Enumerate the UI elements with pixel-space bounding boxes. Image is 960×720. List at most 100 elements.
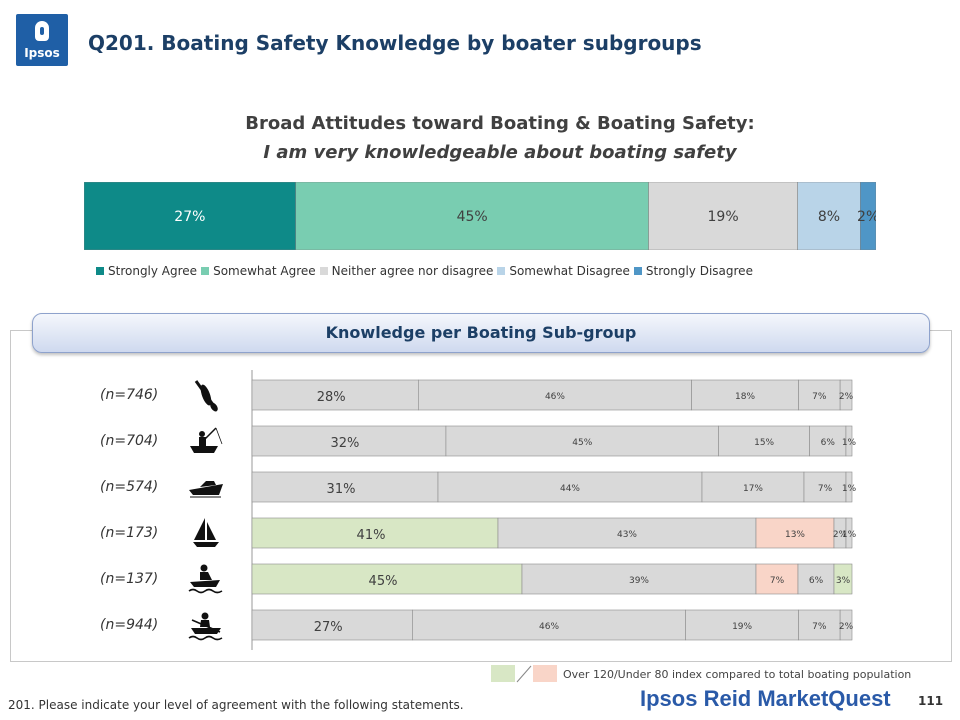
subgroup-n-label: (n=746) bbox=[100, 387, 159, 403]
bar-segment-5-strongly-agree bbox=[251, 563, 523, 595]
top-bar-somewhat-disagree bbox=[797, 182, 861, 250]
ipsos-logo-mark-icon bbox=[35, 21, 49, 41]
top-bar-label-strongly-disagree: 2% bbox=[857, 209, 876, 225]
bar-label-6-strongly-agree: 27% bbox=[314, 620, 343, 635]
bar-segment-5-somewhat-disagree bbox=[797, 563, 835, 595]
subgroup-n-label: (n=574) bbox=[100, 479, 159, 495]
top-bar-strongly-disagree bbox=[860, 182, 876, 250]
legend-item-somewhat-disagree: Somewhat Disagree bbox=[497, 264, 630, 278]
fishing-boat-icon bbox=[190, 427, 223, 453]
bar-segment-1-somewhat-disagree bbox=[798, 379, 841, 411]
top-bar-somewhat-agree bbox=[295, 182, 649, 250]
bar-label-5-strongly-agree: 45% bbox=[369, 574, 398, 589]
legend-label-strongly-disagree: Strongly Disagree bbox=[645, 264, 753, 278]
bar-segment-1-strongly-agree bbox=[251, 379, 419, 411]
paddle-icon bbox=[194, 380, 218, 412]
rowboat-icon bbox=[188, 612, 223, 641]
bar-label-1-somewhat-disagree: 7% bbox=[812, 392, 827, 402]
bar-label-5-somewhat-disagree: 6% bbox=[809, 576, 824, 586]
bar-segment-4-strongly-disagree bbox=[845, 517, 853, 549]
bar-label-6-somewhat-disagree: 7% bbox=[812, 622, 827, 632]
bar-label-5-strongly-disagree: 3% bbox=[836, 576, 851, 586]
legend-swatch-neither-agree-nor-disagree bbox=[319, 267, 328, 275]
footnote: 201. Please indicate your level of agree… bbox=[8, 698, 464, 712]
bar-label-2-somewhat-disagree: 6% bbox=[821, 438, 836, 448]
top-chart-subtitle: I am very knowledgeable about boating sa… bbox=[263, 142, 737, 163]
bar-segment-4-somewhat-agree bbox=[497, 517, 757, 549]
bar-label-3-somewhat-agree: 44% bbox=[560, 484, 580, 494]
bar-segment-2-somewhat-agree bbox=[445, 425, 719, 457]
legend-item-neither-agree-nor-disagree: Neither agree nor disagree bbox=[319, 264, 494, 278]
bar-segment-6-strongly-agree bbox=[251, 609, 413, 641]
legend-swatch-strongly-disagree bbox=[633, 267, 642, 275]
bar-label-4-somewhat-disagree: 2% bbox=[833, 530, 848, 540]
index-legend-divider-icon bbox=[516, 665, 532, 683]
bar-segment-2-strongly-disagree bbox=[845, 425, 853, 457]
bar-segment-6-neither-agree-nor-disagree bbox=[685, 609, 799, 641]
index-over-swatch bbox=[491, 665, 515, 682]
index-under-swatch bbox=[533, 665, 557, 682]
bar-label-5-somewhat-agree: 39% bbox=[629, 576, 649, 586]
brand-logo-text: Ipsos Reid MarketQuest bbox=[640, 686, 891, 711]
motorboat-icon bbox=[189, 481, 223, 498]
bar-label-6-somewhat-agree: 46% bbox=[539, 622, 559, 632]
bar-label-2-strongly-disagree: 1% bbox=[842, 438, 857, 448]
top-bar-label-neither-agree-nor-disagree: 19% bbox=[708, 209, 739, 225]
subgroup-n-label: (n=704) bbox=[100, 433, 159, 449]
legend-label-somewhat-disagree: Somewhat Disagree bbox=[509, 264, 630, 278]
legend-swatch-somewhat-agree bbox=[201, 267, 210, 275]
bar-label-4-strongly-agree: 41% bbox=[357, 528, 386, 543]
subgroup-stacked-bar-chart: 28% 46% 18% 7% 2% 32% 45% 15% 6% 1% 31% 44% 17% 7% 1% 4… bbox=[251, 370, 857, 650]
top-bar-label-somewhat-agree: 45% bbox=[457, 209, 488, 225]
top-stacked-bar-chart: 27% 45% 19% 8% 2% bbox=[84, 182, 876, 250]
bar-label-2-neither-agree-nor-disagree: 15% bbox=[754, 438, 774, 448]
bar-label-2-strongly-agree: 32% bbox=[331, 436, 360, 451]
index-legend: Over 120/Under 80 index compared to tota… bbox=[491, 665, 951, 683]
top-chart-legend: Strongly Agree Somewhat Agree Neither agre… bbox=[96, 264, 896, 278]
bar-segment-1-somewhat-agree bbox=[418, 379, 692, 411]
bar-label-1-neither-agree-nor-disagree: 18% bbox=[735, 392, 755, 402]
legend-label-neither-agree-nor-disagree: Neither agree nor disagree bbox=[331, 264, 494, 278]
bar-label-3-strongly-disagree: 1% bbox=[842, 484, 857, 494]
legend-label-somewhat-agree: Somewhat Agree bbox=[213, 264, 316, 278]
ipsos-logo-text: Ipsos bbox=[24, 46, 60, 60]
personal-watercraft-icon bbox=[188, 564, 223, 594]
bar-segment-6-strongly-disagree bbox=[839, 609, 853, 641]
bar-label-3-strongly-agree: 31% bbox=[327, 482, 356, 497]
top-bar-label-strongly-agree: 27% bbox=[174, 209, 205, 225]
legend-item-strongly-agree: Strongly Agree bbox=[96, 264, 197, 278]
bar-label-2-somewhat-agree: 45% bbox=[572, 438, 592, 448]
subgroup-n-label: (n=944) bbox=[100, 617, 159, 633]
bar-label-1-strongly-disagree: 2% bbox=[839, 392, 854, 402]
bar-label-4-strongly-disagree: 1% bbox=[842, 530, 857, 540]
bar-label-4-neither-agree-nor-disagree: 13% bbox=[785, 530, 805, 540]
bar-segment-4-neither-agree-nor-disagree bbox=[755, 517, 835, 549]
bar-segment-6-somewhat-agree bbox=[412, 609, 686, 641]
legend-swatch-strongly-agree bbox=[96, 267, 104, 275]
bar-segment-2-strongly-agree bbox=[251, 425, 447, 457]
subgroup-n-label: (n=137) bbox=[100, 571, 159, 587]
legend-item-somewhat-agree: Somewhat Agree bbox=[201, 264, 316, 278]
bar-label-1-somewhat-agree: 46% bbox=[545, 392, 565, 402]
bar-segment-2-neither-agree-nor-disagree bbox=[718, 425, 810, 457]
bar-segment-2-somewhat-disagree bbox=[809, 425, 847, 457]
legend-label-strongly-agree: Strongly Agree bbox=[108, 264, 198, 278]
subgroup-panel-header: Knowledge per Boating Sub-group bbox=[32, 313, 930, 353]
bar-segment-1-strongly-disagree bbox=[839, 379, 853, 411]
subgroup-n-label: (n=173) bbox=[100, 525, 159, 541]
bar-segment-1-neither-agree-nor-disagree bbox=[691, 379, 799, 411]
bar-label-5-neither-agree-nor-disagree: 7% bbox=[770, 576, 785, 586]
index-legend-text: Over 120/Under 80 index compared to tota… bbox=[563, 668, 912, 681]
bar-label-3-somewhat-disagree: 7% bbox=[818, 484, 833, 494]
page-title: Q201. Boating Safety Knowledge by boater… bbox=[88, 31, 702, 55]
sailboat-icon bbox=[193, 518, 219, 547]
bar-label-6-neither-agree-nor-disagree: 19% bbox=[732, 622, 752, 632]
top-bar-neither-agree-nor-disagree bbox=[648, 182, 798, 250]
bar-segment-3-somewhat-agree bbox=[437, 471, 703, 503]
bar-segment-5-strongly-disagree bbox=[833, 563, 853, 595]
bar-segment-3-neither-agree-nor-disagree bbox=[701, 471, 805, 503]
top-bar-strongly-agree bbox=[84, 182, 296, 250]
legend-swatch-somewhat-disagree bbox=[497, 267, 506, 275]
ipsos-logo: Ipsos bbox=[16, 14, 68, 66]
bar-segment-3-strongly-disagree bbox=[845, 471, 853, 503]
